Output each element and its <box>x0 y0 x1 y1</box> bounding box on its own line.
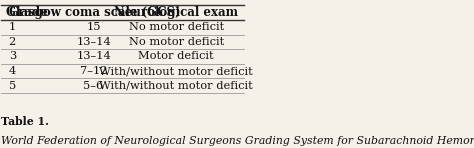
Text: Grade: Grade <box>9 6 48 19</box>
Text: 4: 4 <box>9 66 16 76</box>
Text: 3: 3 <box>9 52 16 61</box>
Text: Table 1.: Table 1. <box>1 116 49 127</box>
Text: 1: 1 <box>9 22 16 32</box>
Text: 7–12: 7–12 <box>80 66 108 76</box>
Text: 13–14: 13–14 <box>76 52 111 61</box>
Text: No motor deficit: No motor deficit <box>128 22 224 32</box>
Text: 13–14: 13–14 <box>76 37 111 47</box>
Text: World Federation of Neurological Surgeons Grading System for Subarachnoid Hemorr: World Federation of Neurological Surgeon… <box>1 136 474 146</box>
Text: Glasgow coma scale (GCS): Glasgow coma scale (GCS) <box>6 6 181 19</box>
Text: No motor deficit: No motor deficit <box>128 37 224 47</box>
Text: 5–6: 5–6 <box>83 81 104 91</box>
Text: 5: 5 <box>9 81 16 91</box>
Text: Neurological exam: Neurological exam <box>114 6 238 19</box>
Text: 15: 15 <box>86 22 101 32</box>
Text: Motor deficit: Motor deficit <box>138 52 214 61</box>
Text: 2: 2 <box>9 37 16 47</box>
Text: With/without motor deficit: With/without motor deficit <box>99 66 253 76</box>
Text: With/without motor deficit: With/without motor deficit <box>99 81 253 91</box>
